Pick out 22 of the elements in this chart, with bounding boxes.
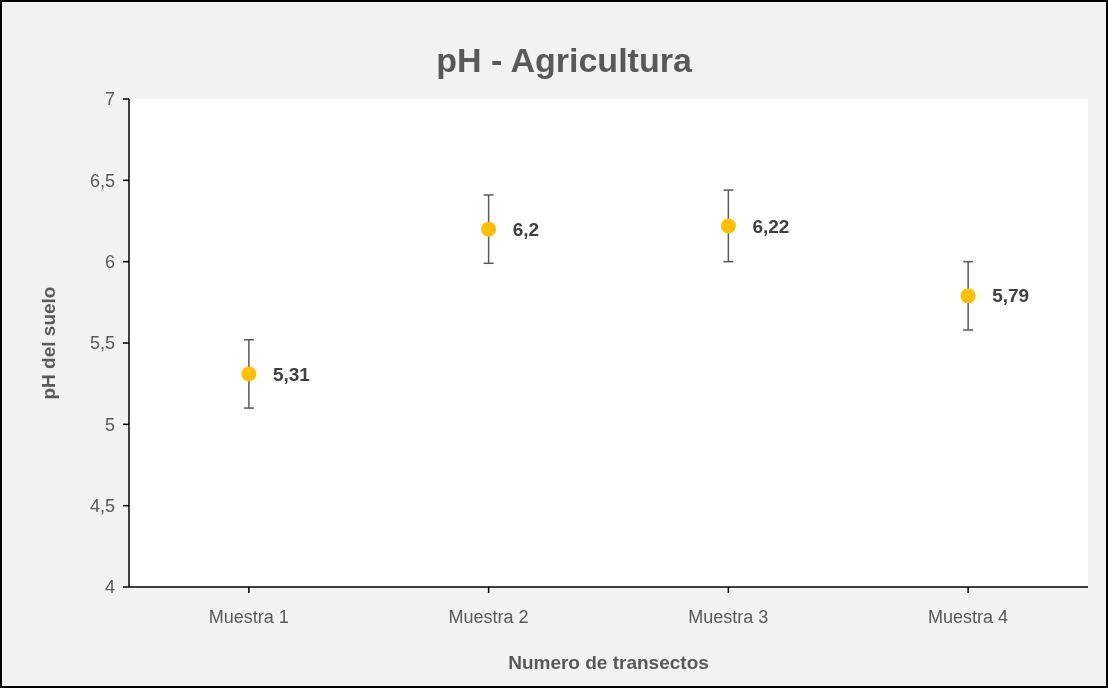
y-tick-label: 6,5 bbox=[89, 170, 115, 191]
x-tick-label: Muestra 3 bbox=[688, 607, 769, 627]
data-label: 5,31 bbox=[272, 363, 311, 385]
y-axis-title: pH del suelo bbox=[38, 286, 59, 400]
point bbox=[481, 221, 497, 237]
data-label: 5,79 bbox=[992, 285, 1030, 307]
point bbox=[720, 218, 736, 234]
x-axis-title: Numero de transectos bbox=[508, 652, 709, 673]
y-tick-label: 6 bbox=[104, 251, 115, 272]
y-tick-label: 4,5 bbox=[89, 495, 115, 516]
point bbox=[960, 288, 976, 304]
chart-title: pH - Agricultura bbox=[436, 41, 693, 79]
y-tick-label: 5,5 bbox=[89, 333, 115, 354]
data-label: 6,22 bbox=[752, 215, 790, 237]
x-tick-label: Muestra 1 bbox=[208, 607, 289, 627]
y-tick-label: 4 bbox=[104, 577, 115, 598]
x-tick-label: Muestra 2 bbox=[448, 607, 529, 627]
y-tick-label: 7 bbox=[104, 89, 115, 110]
point bbox=[241, 366, 257, 382]
data-label: 6,2 bbox=[512, 218, 540, 240]
x-tick-label: Muestra 4 bbox=[928, 607, 1009, 627]
y-tick-label: 5 bbox=[104, 414, 115, 435]
